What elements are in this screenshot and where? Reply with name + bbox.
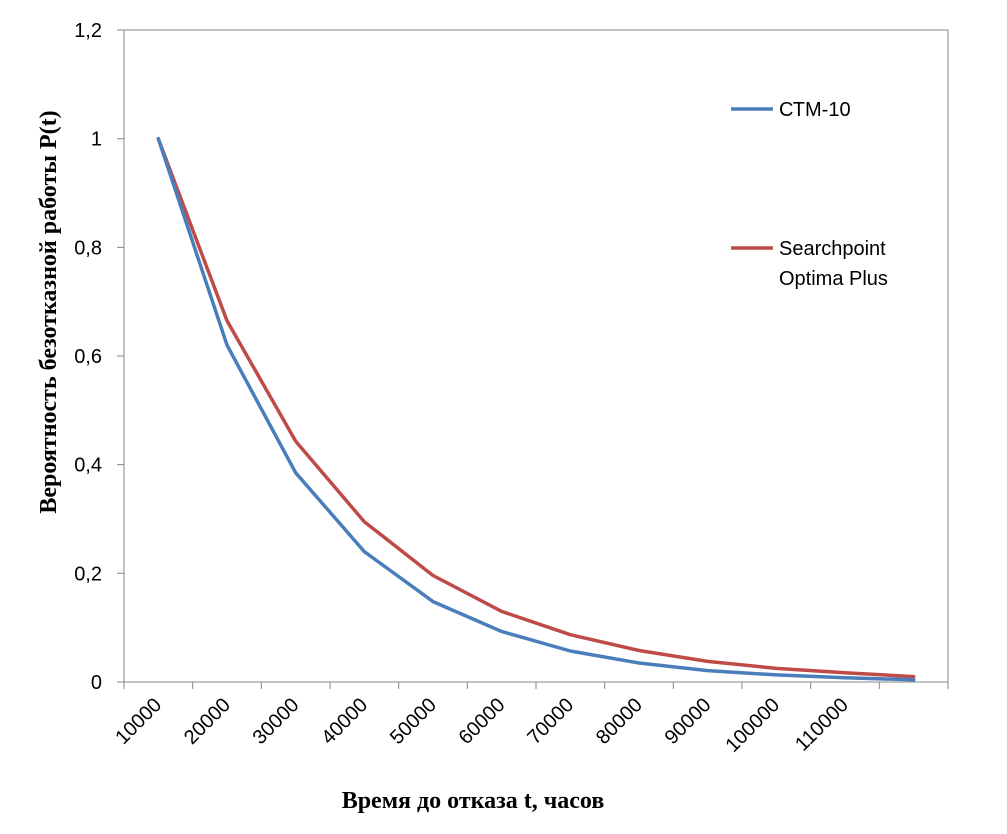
legend-label: СТМ-10 xyxy=(779,99,851,121)
y-tick-label: 0,4 xyxy=(74,455,102,477)
x-tick-label: 110000 xyxy=(791,694,853,756)
x-tick-label: 90000 xyxy=(661,694,716,749)
x-tick-label: 20000 xyxy=(180,694,235,749)
x-tick-label: 10000 xyxy=(111,694,166,749)
y-tick-label: 1,2 xyxy=(74,20,102,42)
x-tick-label: 50000 xyxy=(386,694,441,749)
x-axis-title: Время до отказа t, часов xyxy=(342,788,605,814)
series-line xyxy=(156,136,916,682)
legend: СТМ-10 Searchpoint Optima Plus xyxy=(731,99,888,290)
x-tick-label: 70000 xyxy=(523,694,578,749)
x-tick-label: 80000 xyxy=(592,694,647,749)
y-tick-label: 1 xyxy=(91,129,102,151)
legend-label: Optima Plus xyxy=(779,268,888,290)
x-tick-label: 30000 xyxy=(249,694,304,749)
legend-label: Searchpoint xyxy=(779,238,886,260)
y-axis-ticks: 0 0,2 0,4 0,6 0,8 1 1,2 xyxy=(74,20,124,694)
series-line xyxy=(156,136,916,679)
series-lines xyxy=(156,136,916,682)
y-tick-label: 0,8 xyxy=(74,237,102,259)
y-tick-label: 0 xyxy=(91,672,102,694)
x-tick-label: 100000 xyxy=(721,694,784,757)
y-axis-title: Вероятность безотказной работы P(t) xyxy=(36,110,62,513)
x-axis-ticks: 10000 20000 30000 40000 50000 60000 70000 80000… xyxy=(111,682,949,757)
y-tick-label: 0,6 xyxy=(74,346,102,368)
y-tick-label: 0,2 xyxy=(74,563,102,585)
x-tick-label: 60000 xyxy=(455,694,510,749)
x-tick-label: 40000 xyxy=(317,694,372,749)
